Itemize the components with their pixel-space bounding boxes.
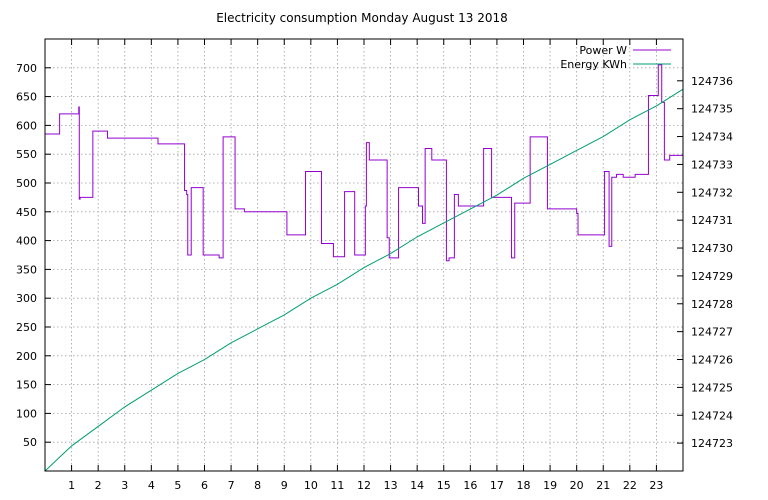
series-layer [44,64,684,472]
legend: Power W Energy KWh [560,44,671,71]
x-tick-label: 11 [330,479,344,492]
y2-tick-label: 124724 [691,409,733,422]
x-tick-label: 17 [490,479,504,492]
chart-title: Electricity consumption Monday August 13… [216,11,508,25]
x-tick-label: 23 [649,479,663,492]
x-tick-label: 19 [543,479,557,492]
y2-tick-label: 124729 [691,270,733,283]
y-tick-label: 400 [16,235,37,248]
y-tick-label: 300 [16,292,37,305]
series-line-energy [44,88,684,472]
y-tick-label: 100 [16,407,37,420]
x-tick-label: 6 [201,479,208,492]
y-tick-label: 450 [16,206,37,219]
x-tick-label: 16 [463,479,477,492]
x-tick-label: 22 [623,479,637,492]
y2-tick-label: 124730 [691,242,733,255]
x-tick-label: 12 [357,479,371,492]
y-tick-label: 500 [16,177,37,190]
y-tick-label: 50 [23,436,37,449]
x-tick-label: 7 [228,479,235,492]
y2-tick-label: 124733 [691,158,733,171]
legend-label-energy: Energy KWh [560,58,627,71]
legend-label-power: Power W [579,44,627,57]
y2-tick-label: 124727 [691,326,733,339]
x-tick-label: 5 [174,479,181,492]
y2-tick-label: 124732 [691,186,733,199]
x-tick-label: 21 [596,479,610,492]
y2-tick-label: 124735 [691,103,733,116]
y-tick-label: 250 [16,321,37,334]
x-tick-label: 15 [437,479,451,492]
y-tick-label: 700 [16,62,37,75]
x-tick-label: 13 [384,479,398,492]
y-tick-label: 550 [16,148,37,161]
y-tick-label: 150 [16,379,37,392]
series-line-power [45,64,683,262]
y2-tick-label: 124726 [691,354,733,367]
x-tick-label: 14 [410,479,424,492]
y2-tick-label: 124731 [691,214,733,227]
y-tick-label: 200 [16,350,37,363]
y-tick-label: 600 [16,119,37,132]
y-tick-label: 650 [16,91,37,104]
y-tick-label: 350 [16,263,37,276]
y2-tick-label: 124723 [691,437,733,450]
y2-tick-label: 124736 [691,75,733,88]
y2-tick-label: 124734 [691,131,733,144]
tick-layer: 1 2 3 4 5 6 7 8 9 10 11 12 13 14 15 16 17 18 19 20 21 22 23501… [16,39,733,492]
grid-lines [45,39,683,471]
x-tick-label: 18 [517,479,531,492]
x-tick-label: 3 [121,479,128,492]
x-tick-label: 4 [148,479,155,492]
y2-tick-label: 124728 [691,298,733,311]
y2-tick-label: 124725 [691,381,733,394]
x-tick-label: 1 [68,479,75,492]
x-tick-label: 2 [95,479,102,492]
x-tick-label: 8 [254,479,261,492]
x-tick-label: 20 [570,479,584,492]
x-tick-label: 10 [304,479,318,492]
x-tick-label: 9 [281,479,288,492]
